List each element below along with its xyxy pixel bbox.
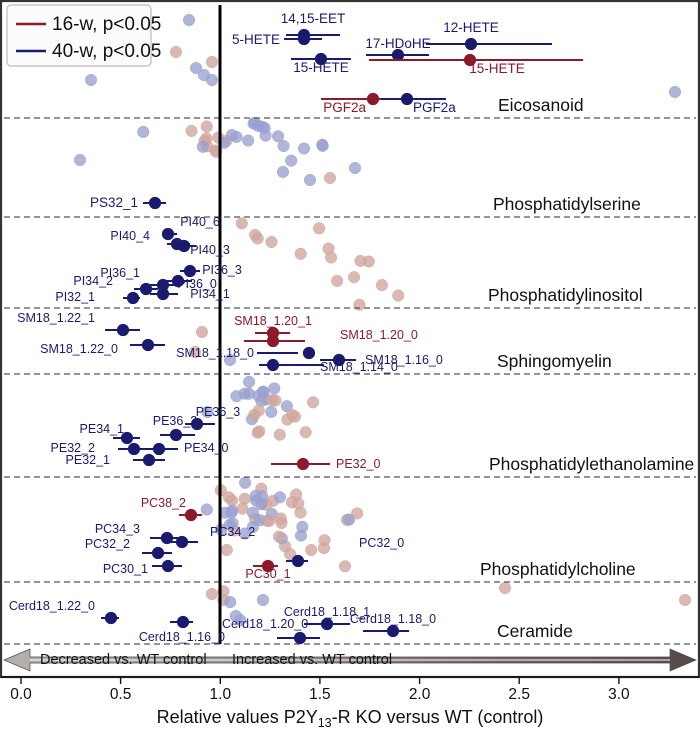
svg-text:PC30_1: PC30_1 [103,562,148,576]
svg-text:PE32_0: PE32_0 [336,457,381,471]
svg-text:Phosphatidylcholine: Phosphatidylcholine [480,559,636,579]
svg-text:SM18_1.20_1: SM18_1.20_1 [234,314,312,328]
svg-text:PE36_3: PE36_3 [196,405,241,419]
svg-text:15-HETE: 15-HETE [469,61,525,76]
svg-text:PC38_2: PC38_2 [141,496,186,510]
svg-text:PE34_1: PE34_1 [80,422,125,436]
svg-text:16-w, p<0.05: 16-w, p<0.05 [52,14,161,35]
svg-text:PC34_2: PC34_2 [210,525,255,539]
svg-text:Cerd18_1.18_0: Cerd18_1.18_0 [350,612,436,626]
svg-text:PC30_1: PC30_1 [245,567,290,581]
svg-text:PE34_0: PE34_0 [184,441,229,455]
svg-text:PI32_1: PI32_1 [55,290,95,304]
svg-text:3.0: 3.0 [608,686,630,703]
svg-text:PI40_3: PI40_3 [190,243,230,257]
svg-text:PI40_4: PI40_4 [110,229,150,243]
svg-text:Decreased vs. WT control: Decreased vs. WT control [40,652,207,668]
svg-text:Increased vs. WT control: Increased vs. WT control [232,652,392,668]
svg-text:17-HDoHE: 17-HDoHE [365,36,430,51]
svg-text:PI34_2: PI34_2 [73,274,113,288]
svg-text:PC34_3: PC34_3 [95,522,140,536]
svg-text:PS32_1: PS32_1 [90,195,138,210]
svg-text:Sphingomyelin: Sphingomyelin [497,351,612,371]
svg-text:PI34_1: PI34_1 [190,287,230,301]
svg-text:15-HETE: 15-HETE [293,60,349,75]
svg-text:2.5: 2.5 [508,686,530,703]
svg-text:Cerd18_1.20_0: Cerd18_1.20_0 [222,617,308,631]
svg-text:5-HETE: 5-HETE [232,32,280,47]
svg-text:2.0: 2.0 [409,686,431,703]
svg-text:1.5: 1.5 [309,686,331,703]
svg-text:SM18_1.18_0: SM18_1.18_0 [176,346,254,360]
svg-text:12-HETE: 12-HETE [443,20,499,35]
svg-text:PE36_2: PE36_2 [153,414,198,428]
svg-text:PI36_3: PI36_3 [202,263,242,277]
svg-text:Phosphatidylserine: Phosphatidylserine [493,194,641,214]
svg-text:SM18_1.22_1: SM18_1.22_1 [17,311,95,325]
svg-text:Relative values P2Y13-R KO ver: Relative values P2Y13-R KO versus WT (co… [157,707,544,730]
svg-text:1.0: 1.0 [210,686,232,703]
svg-text:14,15-EET: 14,15-EET [281,11,346,26]
svg-text:0.5: 0.5 [110,686,132,703]
svg-text:PI40_6: PI40_6 [180,215,220,229]
svg-text:Phosphatidylinositol: Phosphatidylinositol [488,285,643,305]
svg-text:Ceramide: Ceramide [497,621,573,641]
svg-text:PC32_0: PC32_0 [359,536,404,550]
svg-text:SM18_1.14_0: SM18_1.14_0 [320,360,398,374]
svg-text:Cerd18_1.22_0: Cerd18_1.22_0 [9,599,95,613]
svg-text:Phosphatidylethanolamine: Phosphatidylethanolamine [489,454,694,474]
svg-text:SM18_1.22_0: SM18_1.22_0 [40,342,118,356]
svg-text:PGF2a: PGF2a [413,100,456,115]
svg-text:0.0: 0.0 [10,686,32,703]
svg-text:PE32_1: PE32_1 [66,453,111,467]
svg-text:SM18_1.20_0: SM18_1.20_0 [340,328,418,342]
svg-text:Cerd18_1.16_0: Cerd18_1.16_0 [139,630,225,644]
svg-text:PC32_2: PC32_2 [85,537,130,551]
svg-text:Eicosanoid: Eicosanoid [498,95,584,115]
svg-text:40-w, p<0.05: 40-w, p<0.05 [52,41,161,62]
svg-text:PGF2a: PGF2a [323,100,366,115]
